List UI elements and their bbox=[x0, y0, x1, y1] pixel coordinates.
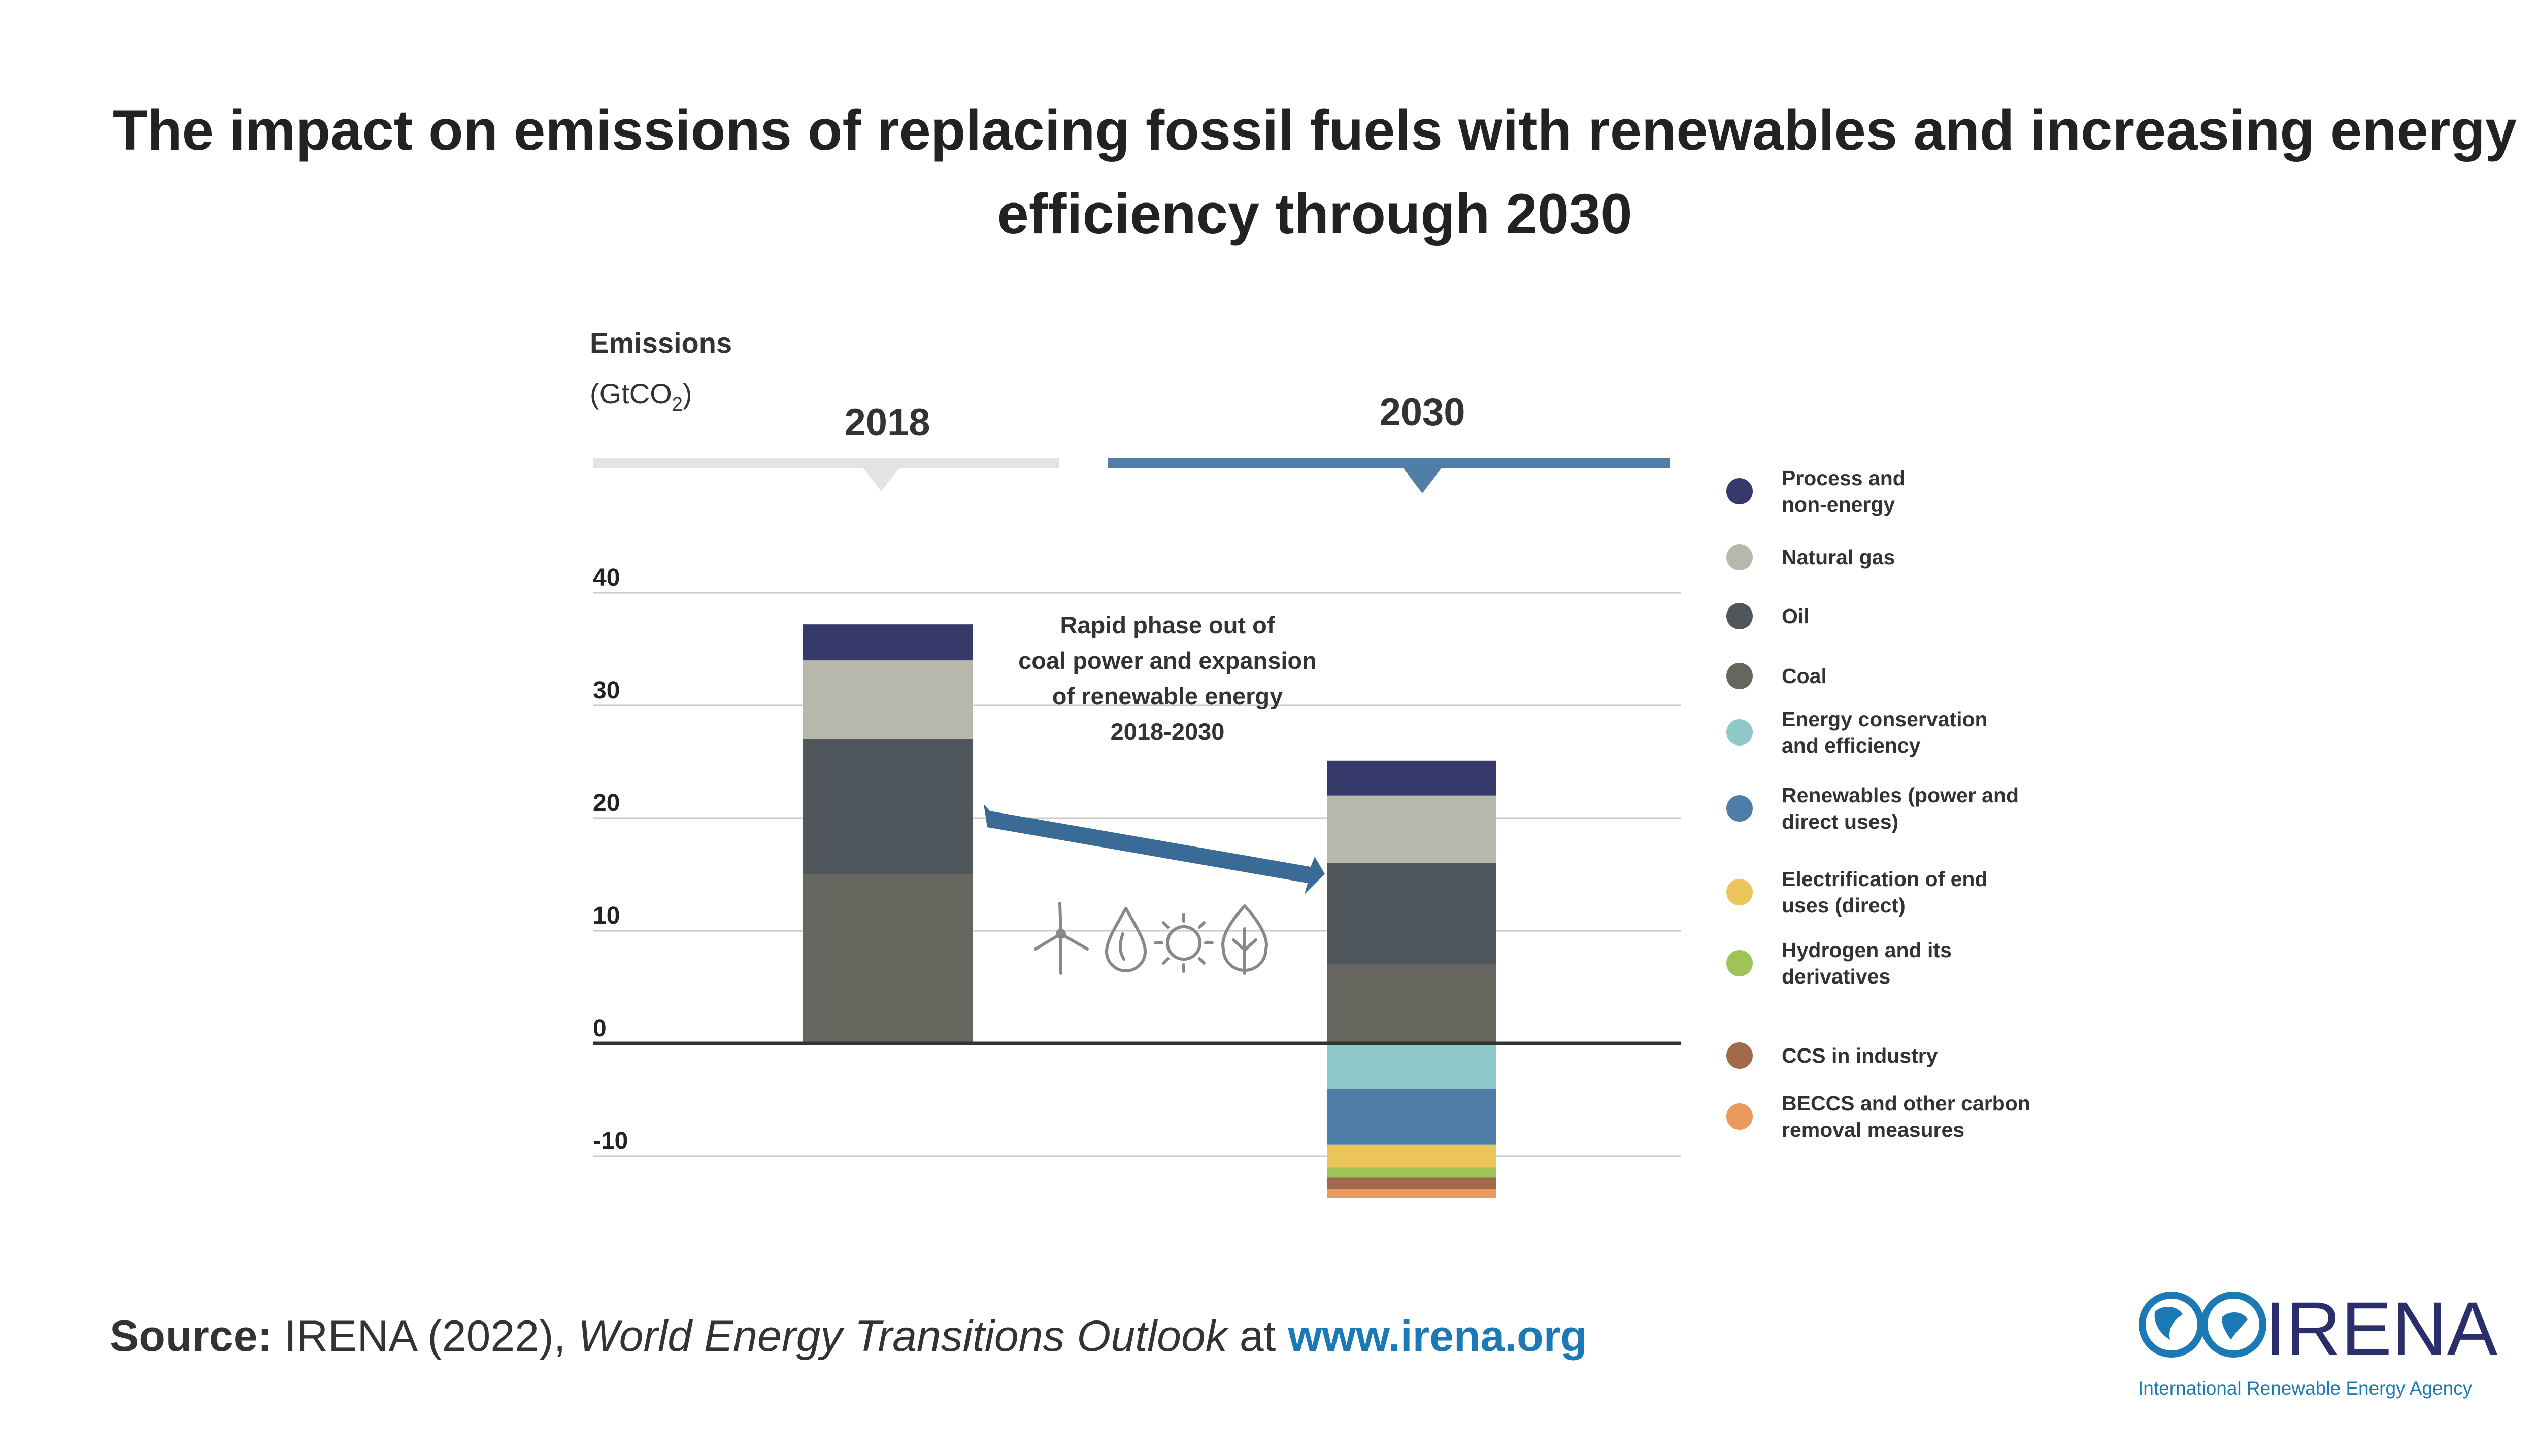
year-label-2018: 2018 bbox=[844, 401, 930, 444]
annotation-line-4: 2018-2030 bbox=[1111, 718, 1225, 745]
legend-label: Energy conservation bbox=[1782, 707, 1988, 731]
legend-label: direct uses) bbox=[1782, 810, 1898, 833]
legend-label: uses (direct) bbox=[1782, 894, 1906, 917]
y-tick-labels: 40 30 20 10 0 -10 bbox=[593, 564, 628, 1155]
annotation-line-3: of renewable energy bbox=[1052, 683, 1283, 709]
legend-swatch bbox=[1726, 478, 1753, 504]
legend-label: Natural gas bbox=[1782, 546, 1895, 569]
chart-title-line2: efficiency through 2030 bbox=[997, 182, 1632, 246]
legend-label: BECCS and other carbon bbox=[1782, 1092, 2030, 1115]
header-bar-2018 bbox=[593, 458, 1059, 468]
legend-label: Oil bbox=[1782, 604, 1810, 628]
legend-swatch bbox=[1726, 603, 1753, 629]
water-drop-icon bbox=[1105, 907, 1147, 972]
bar-segment bbox=[1327, 1189, 1496, 1198]
annotation-line-2: coal power and expansion bbox=[1018, 647, 1317, 674]
legend-swatch bbox=[1726, 795, 1753, 822]
legend-label: non-energy bbox=[1782, 493, 1895, 516]
bar-segment bbox=[1327, 863, 1496, 965]
bar-segment bbox=[1327, 1177, 1496, 1189]
bar-segment bbox=[1327, 1088, 1496, 1145]
bar-segment bbox=[1327, 760, 1496, 796]
legend-swatch bbox=[1726, 1103, 1753, 1130]
header-pointer-2030 bbox=[1403, 468, 1442, 493]
legend-label: derivatives bbox=[1782, 965, 1890, 988]
bar-segment bbox=[803, 739, 973, 874]
globe-icon bbox=[2139, 1292, 2266, 1358]
legend-swatch bbox=[1726, 719, 1753, 746]
header-bar-2030 bbox=[1108, 458, 1670, 468]
bar-segment bbox=[1327, 1144, 1496, 1168]
legend-label: Process and bbox=[1782, 466, 1906, 490]
leaf-icon bbox=[1221, 904, 1268, 975]
legend: Process and non-energy Natural gas Oil Coal E… bbox=[1726, 466, 2030, 1141]
legend-label: and efficiency bbox=[1782, 734, 1921, 757]
sun-icon bbox=[1154, 913, 1214, 973]
legend-swatch bbox=[1726, 544, 1753, 570]
logo-wordmark: IRENA bbox=[2265, 1286, 2497, 1371]
legend-label: Hydrogen and its bbox=[1782, 938, 1952, 962]
trend-arrow bbox=[984, 804, 1325, 894]
y-tick-label: 0 bbox=[593, 1015, 607, 1042]
legend-label: Renewables (power and bbox=[1782, 784, 2019, 807]
gridlines bbox=[593, 592, 1681, 1157]
legend-label: CCS in industry bbox=[1782, 1044, 1938, 1067]
wind-turbine-icon bbox=[1034, 902, 1089, 975]
stacked-bars bbox=[593, 624, 1681, 1198]
logo-subtitle: International Renewable Energy Agency bbox=[2138, 1378, 2473, 1399]
legend-swatch bbox=[1726, 663, 1753, 689]
header-pointer-2018 bbox=[863, 468, 899, 491]
y-tick-label: 20 bbox=[593, 790, 620, 817]
bar-segment bbox=[1327, 795, 1496, 863]
y-tick-label: 30 bbox=[593, 677, 620, 704]
legend-label: removal measures bbox=[1782, 1118, 1964, 1141]
year-label-2030: 2030 bbox=[1379, 391, 1465, 434]
legend-label: Coal bbox=[1782, 664, 1827, 688]
bar-segment bbox=[1327, 1167, 1496, 1178]
source-line: Source: IRENA (2022), World Energy Trans… bbox=[110, 1312, 1587, 1361]
annotation-line-1: Rapid phase out of bbox=[1060, 612, 1275, 638]
bar-segment bbox=[803, 624, 973, 661]
y-tick-label: 40 bbox=[593, 564, 620, 591]
bar-segment bbox=[1327, 964, 1496, 1043]
legend-label: Electrification of end bbox=[1782, 867, 1988, 891]
y-axis-label: Emissions bbox=[590, 327, 732, 359]
y-tick-label: -10 bbox=[593, 1128, 628, 1155]
legend-swatch bbox=[1726, 1042, 1753, 1069]
bar-segment bbox=[803, 660, 973, 739]
bar-segment bbox=[1327, 1043, 1496, 1089]
bar-segment bbox=[803, 874, 973, 1043]
legend-swatch bbox=[1726, 950, 1753, 976]
y-axis-unit: (GtCO2) bbox=[590, 378, 692, 415]
chart-title-line1: The impact on emissions of replacing fos… bbox=[113, 98, 2517, 162]
y-tick-label: 10 bbox=[593, 902, 620, 929]
irena-logo: IRENA International Renewable Energy Age… bbox=[2138, 1286, 2497, 1399]
legend-swatch bbox=[1726, 879, 1753, 905]
